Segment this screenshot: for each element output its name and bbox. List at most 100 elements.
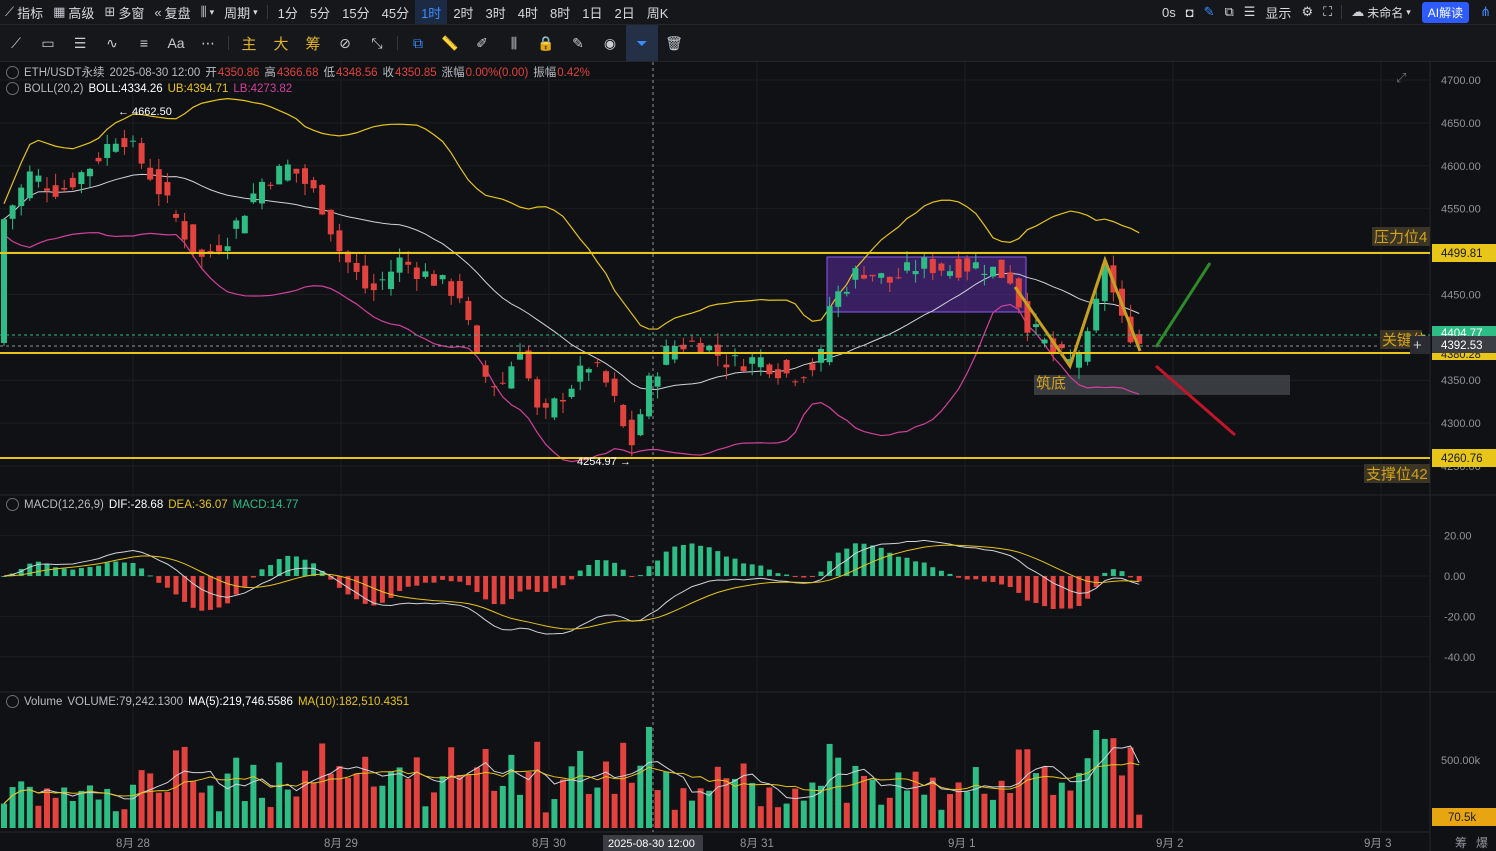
macd-histogram-bar — [173, 576, 179, 595]
bottom-zone[interactable] — [1034, 375, 1290, 395]
support-price-tag — [1432, 449, 1496, 467]
timeframe-45m[interactable]: 45分 — [381, 5, 410, 21]
candle-body — [1076, 353, 1082, 368]
volume-bar — [843, 802, 850, 828]
ai-interpret-button[interactable]: AI解读 — [1421, 1, 1470, 23]
timeframe-1w[interactable]: 周K — [646, 5, 669, 21]
chart-canvas[interactable]: ← 4662.50 4254.97 → 筑底 压力位4 关键位 支撑位42 + … — [0, 62, 1496, 851]
settings-icon[interactable]: ⚙ — [1301, 4, 1314, 19]
macd-histogram-bar — [311, 563, 317, 576]
volume-bar — [603, 761, 609, 828]
filter-icon[interactable]: ⏷ — [626, 25, 658, 61]
macd-histogram-bar — [861, 543, 867, 576]
trendline-tool-icon[interactable]: ⟋ — [11, 34, 21, 51]
big-order-button[interactable]: 大 — [273, 35, 289, 53]
copy-icon[interactable]: ⧉ — [413, 34, 423, 51]
pencil-icon[interactable]: ✎ — [1203, 4, 1215, 19]
edit-icon[interactable]: ✎ — [572, 34, 584, 51]
chip-corner-label[interactable]: 筹 — [1455, 836, 1467, 850]
parallel-lines-icon[interactable]: ☰ — [73, 34, 87, 51]
volume-bar — [783, 803, 790, 828]
multiwindow-button[interactable]: ⊞ 多窗 — [104, 4, 145, 21]
add-alert-box[interactable] — [1410, 336, 1430, 354]
volume-bar — [491, 790, 498, 828]
time-tick-label: 8月 30 — [532, 838, 566, 850]
volume-bar — [800, 800, 807, 828]
burst-corner-label[interactable]: 爆 — [1476, 836, 1488, 850]
bullish-arrow-drawing[interactable] — [1154, 262, 1212, 348]
volume-bar — [1033, 773, 1039, 828]
more-tools-icon[interactable]: ⋯ — [201, 34, 215, 51]
candle-body — [224, 246, 231, 251]
candle-body — [250, 193, 257, 203]
candle-body — [413, 267, 420, 279]
macd-pane — [1, 539, 1142, 635]
chart-type-button[interactable]: ⫼ ▾ — [196, 0, 220, 24]
visibility-icon[interactable] — [6, 695, 19, 708]
candle-body — [886, 276, 893, 283]
share-icon[interactable]: ⋔ — [1480, 4, 1491, 19]
timeframe-2d[interactable]: 2日 — [614, 5, 635, 21]
popout-icon[interactable]: ⧉ — [1224, 4, 1234, 19]
rectangle-tool-icon[interactable]: ▭ — [41, 34, 55, 51]
timeframe-3h[interactable]: 3时 — [485, 5, 506, 21]
macd-histogram-bar — [723, 556, 729, 576]
timeframe-4h[interactable]: 4时 — [517, 5, 539, 21]
plus-icon[interactable]: + — [1413, 337, 1422, 354]
macd-axis[interactable]: 20.00 0.00 -20.00 -40.00 — [1444, 531, 1475, 664]
volume-bar — [861, 775, 867, 828]
timeframe-15m[interactable]: 15分 — [342, 5, 370, 21]
macd-histogram-bar — [199, 576, 205, 611]
volume-bar — [766, 787, 773, 828]
macd-histogram-bar — [938, 570, 944, 576]
visibility-icon[interactable] — [6, 66, 19, 80]
period-dropdown[interactable]: 周期 ▾ — [224, 5, 258, 21]
wave-tool-icon[interactable]: ∿ — [106, 34, 118, 51]
visibility-icon[interactable] — [6, 498, 19, 511]
timeframe-1h[interactable]: 1时 — [415, 0, 448, 24]
bearish-arrow-drawing[interactable] — [1155, 364, 1236, 437]
measure-icon[interactable]: ⤡ — [371, 34, 383, 51]
lock-icon[interactable]: 🔒 — [537, 34, 555, 51]
time-tick-label: 8月 29 — [324, 838, 358, 850]
volume-bar — [1093, 730, 1100, 828]
macd-histogram-bar — [646, 566, 652, 576]
timeframe-5m[interactable]: 5分 — [309, 5, 331, 21]
candle-body — [938, 263, 945, 271]
expand-icon[interactable]: ⤢ — [1396, 70, 1406, 85]
volume-bar — [689, 800, 695, 828]
timeframe-1m[interactable]: 1分 — [277, 5, 298, 21]
timeframe-1d[interactable]: 1日 — [582, 5, 603, 21]
list-icon[interactable]: ☰ — [1243, 4, 1256, 19]
candle-body — [302, 168, 308, 184]
volume-bar — [9, 787, 16, 828]
candles-icon[interactable]: ⫼ — [510, 34, 518, 51]
display-button[interactable]: 显示 — [1265, 5, 1292, 21]
indicators-button[interactable]: ⟋ 指标 — [5, 4, 44, 21]
candle-body — [852, 268, 859, 280]
magnet-icon[interactable]: ⊘ — [339, 34, 351, 51]
advanced-button[interactable]: ▦ 高级 — [53, 4, 95, 21]
replay-button[interactable]: «复盘 — [154, 4, 191, 21]
candle-body — [336, 230, 343, 252]
fullscreen-icon[interactable]: ⛶ — [1323, 4, 1333, 19]
candle-body — [474, 325, 480, 352]
w-pattern-drawing[interactable] — [1013, 255, 1142, 370]
camera-icon[interactable]: ◘ — [1185, 4, 1194, 20]
time-axis[interactable]: 8月 28 8月 29 8月 30 8月 31 9月 1 9月 2 9月 3 — [116, 838, 1392, 850]
fibonacci-tool-icon[interactable]: ≡ — [139, 35, 149, 51]
timeframe-2h[interactable]: 2时 — [453, 5, 474, 21]
text-tool-icon[interactable]: Aa — [167, 35, 185, 51]
brush-icon[interactable]: ✐ — [476, 34, 488, 51]
main-force-button[interactable]: 主 — [241, 35, 257, 53]
macd-histogram-bar — [268, 564, 274, 576]
visibility-icon[interactable] — [6, 82, 19, 95]
trash-icon[interactable]: 🗑 — [665, 34, 683, 51]
timeframe-8h[interactable]: 8时 — [550, 5, 571, 21]
eye-icon[interactable]: ◉ — [603, 34, 617, 51]
price-legend: ETH/USDT永续 2025-08-30 12:00 开4350.86 高4366.… — [6, 64, 595, 80]
chip-button[interactable]: 筹 — [305, 35, 321, 53]
price-axis[interactable]: 4700.004650.004600.004550.004500.004450.… — [1441, 75, 1481, 473]
layout-dropdown[interactable]: ☁ 未命名 ▾ — [1351, 4, 1411, 20]
ruler-icon[interactable]: 📏 — [441, 34, 459, 51]
